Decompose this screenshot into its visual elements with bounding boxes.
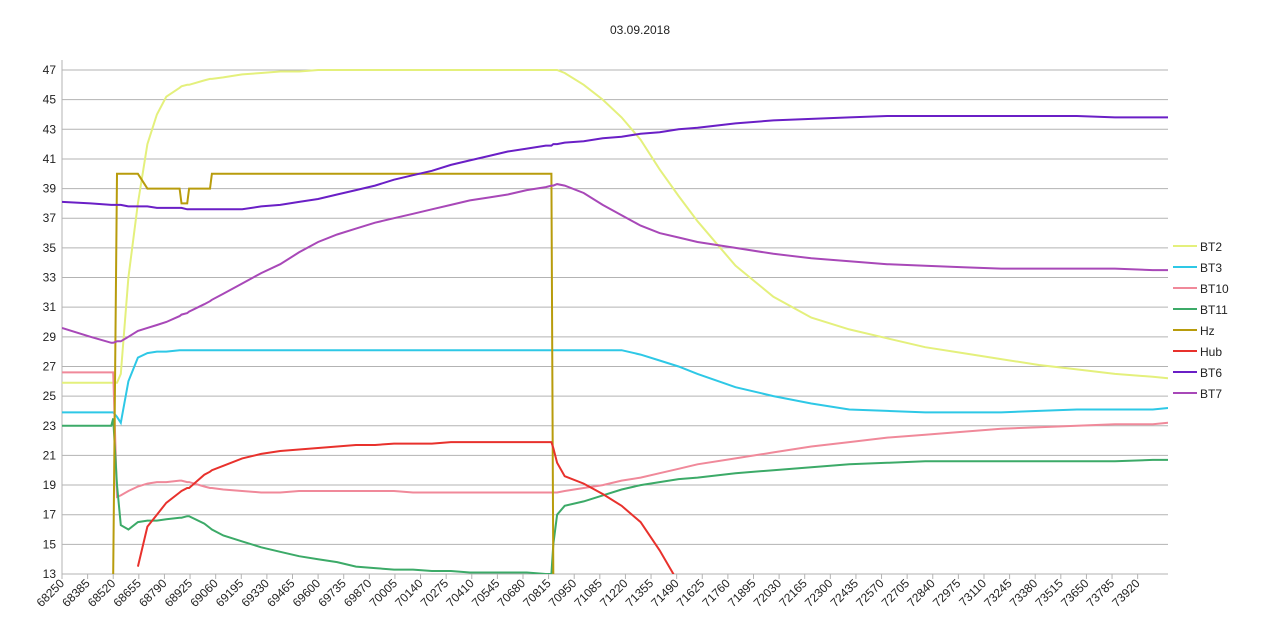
x-tick-label: 72840 [904, 576, 938, 610]
x-tick-label: 68655 [110, 576, 144, 610]
x-tick-label: 73245 [981, 576, 1015, 610]
series-line [62, 115, 1168, 211]
x-tick-label: 69330 [239, 576, 273, 610]
x-tick-label: 71895 [725, 576, 759, 610]
x-tick-label: 71355 [623, 576, 657, 610]
series-line [62, 183, 1168, 344]
series-line [136, 441, 675, 574]
x-tick-label: 69600 [290, 576, 324, 610]
x-tick-label: 70545 [469, 576, 503, 610]
y-tick-label: 21 [43, 448, 57, 462]
x-tick-label: 73920 [1109, 576, 1143, 610]
y-tick-label: 45 [43, 93, 57, 107]
legend-label: BT10 [1200, 282, 1229, 296]
x-tick-label: 71760 [699, 576, 733, 610]
y-tick-label: 35 [43, 241, 57, 255]
x-tick-label: 70005 [367, 576, 401, 610]
x-tick-label: 68520 [85, 576, 119, 610]
x-tick-label: 68790 [136, 576, 170, 610]
x-tick-label: 73650 [1058, 576, 1092, 610]
series-line [112, 172, 555, 574]
x-tick-label: 68385 [59, 576, 93, 610]
x-tick-label: 72030 [751, 576, 785, 610]
y-tick-label: 15 [43, 537, 57, 551]
x-tick-label: 72705 [879, 576, 913, 610]
x-tick-label: 73380 [1007, 576, 1041, 610]
x-tick-label: 71490 [648, 576, 682, 610]
legend-label: BT11 [1200, 303, 1228, 317]
y-tick-label: 31 [43, 300, 57, 314]
x-tick-label: 69870 [341, 576, 375, 610]
x-tick-label: 70680 [495, 576, 529, 610]
x-tick-label: 71625 [674, 576, 708, 610]
x-tick-label: 69465 [264, 576, 298, 610]
x-tick-label: 71085 [571, 576, 605, 610]
x-tick-label: 71220 [597, 576, 631, 610]
series-line [62, 69, 1168, 384]
series-line [62, 418, 1168, 574]
y-tick-label: 19 [43, 478, 57, 492]
x-tick-label: 72300 [802, 576, 836, 610]
chart-title: 03.09.2018 [610, 23, 670, 37]
x-tick-label: 69735 [315, 576, 349, 610]
x-tick-label: 72165 [776, 576, 810, 610]
series-line [62, 371, 1168, 499]
y-tick-label: 43 [43, 122, 57, 136]
plot [62, 69, 1168, 574]
series-line [62, 349, 1168, 426]
x-tick-label: 68925 [162, 576, 196, 610]
x-tick-label: 73515 [1032, 576, 1066, 610]
y-tick-label: 13 [43, 567, 57, 581]
y-tick-label: 37 [43, 211, 57, 225]
legend-label: BT7 [1200, 387, 1222, 401]
x-tick-label: 70950 [546, 576, 580, 610]
legend-label: Hub [1200, 345, 1222, 359]
y-tick-label: 17 [43, 508, 57, 522]
y-tick-label: 41 [43, 152, 57, 166]
y-tick-label: 23 [43, 419, 57, 433]
x-tick-label: 72435 [828, 576, 862, 610]
legend-label: Hz [1200, 324, 1215, 338]
x-tick-label: 69060 [187, 576, 221, 610]
legend-label: BT6 [1200, 366, 1222, 380]
legend-label: BT2 [1200, 240, 1222, 254]
y-tick-label: 47 [43, 63, 57, 77]
x-tick-label: 72975 [930, 576, 964, 610]
x-tick-label: 73785 [1084, 576, 1118, 610]
x-tick-label: 69195 [213, 576, 247, 610]
x-tick-label: 70275 [418, 576, 452, 610]
y-tick-label: 25 [43, 389, 57, 403]
y-tick-label: 33 [43, 271, 57, 285]
y-tick-label: 29 [43, 330, 57, 344]
y-tick-label: 39 [43, 182, 57, 196]
x-tick-label: 72570 [853, 576, 887, 610]
x-tick-label: 68250 [34, 576, 68, 610]
x-tick-label: 70815 [520, 576, 554, 610]
legend-label: BT3 [1200, 261, 1222, 275]
y-tick-label: 27 [43, 359, 57, 373]
x-tick-label: 70410 [443, 576, 477, 610]
x-tick-label: 70140 [392, 576, 426, 610]
